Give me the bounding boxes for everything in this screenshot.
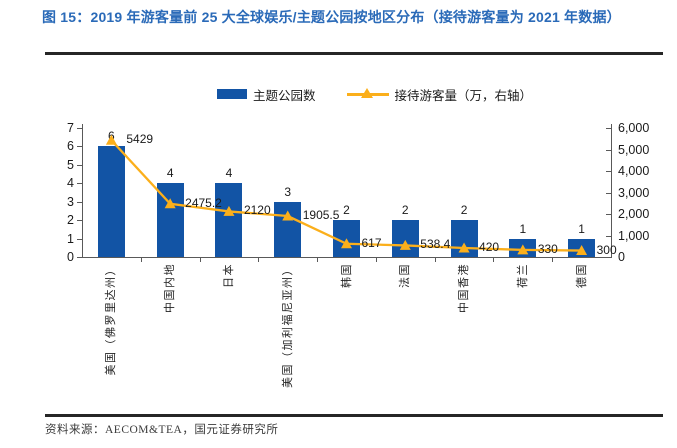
right-axis-tick-label: 3,000 bbox=[618, 185, 650, 200]
right-axis-tick-label: 6,000 bbox=[618, 121, 650, 135]
line-point-label: 330 bbox=[537, 241, 558, 256]
bar bbox=[333, 220, 360, 257]
right-axis-tick bbox=[606, 171, 611, 172]
right-axis-tick bbox=[606, 149, 611, 151]
x-axis-tick bbox=[375, 258, 377, 262]
bar-value-label: 1 bbox=[519, 221, 527, 236]
source-divider-rule bbox=[45, 414, 663, 417]
legend-line-sample bbox=[346, 87, 389, 101]
bar-value-label: 1 bbox=[578, 221, 585, 236]
title-divider-rule bbox=[45, 52, 663, 55]
x-axis-label: 美国（佛罗里达州） bbox=[105, 263, 118, 376]
bar-value-label: 4 bbox=[166, 166, 174, 181]
y-axis-line bbox=[82, 124, 83, 258]
line-point-label: 2120 bbox=[243, 203, 271, 218]
x-axis-tick bbox=[317, 258, 319, 262]
x-axis-label: 法国 bbox=[399, 263, 412, 288]
right-axis-line bbox=[611, 124, 612, 258]
line-point-label: 420 bbox=[479, 239, 500, 254]
right-axis-tick-label: 0 bbox=[618, 250, 625, 264]
bar bbox=[215, 183, 243, 257]
legend-bar-swatch-icon bbox=[217, 89, 247, 99]
right-axis-tick bbox=[606, 128, 611, 129]
x-axis-tick bbox=[552, 258, 554, 262]
right-axis-tick-label: 2,000 bbox=[618, 207, 650, 221]
y-axis-tick bbox=[77, 220, 82, 222]
x-axis-label: 韩国 bbox=[340, 263, 353, 288]
x-axis-tick bbox=[258, 258, 260, 262]
x-axis-label: 德国 bbox=[575, 263, 588, 288]
bar-value-label: 2 bbox=[460, 203, 468, 218]
right-axis-tick bbox=[606, 192, 611, 194]
y-axis-tick-label: 4 bbox=[67, 176, 74, 191]
right-axis-tick bbox=[606, 214, 611, 215]
y-axis-tick bbox=[77, 257, 82, 258]
x-axis-tick bbox=[434, 258, 436, 262]
line-point-label: 2475.2 bbox=[185, 195, 222, 210]
y-axis-tick-label: 2 bbox=[67, 213, 74, 228]
bar bbox=[97, 146, 125, 257]
bar bbox=[509, 238, 537, 257]
x-axis-tick bbox=[493, 258, 495, 262]
bar-value-label: 4 bbox=[225, 166, 233, 181]
x-axis-label: 美国（加利福尼亚州） bbox=[281, 263, 294, 388]
right-axis-tick-label: 5,000 bbox=[618, 142, 650, 157]
right-axis-tick-label: 1,000 bbox=[618, 228, 650, 243]
line-point-label: 300 bbox=[596, 242, 617, 257]
y-axis-tick-label: 5 bbox=[67, 157, 74, 172]
y-axis-tick bbox=[77, 183, 82, 185]
line-point-label: 617 bbox=[361, 235, 382, 250]
bar bbox=[568, 238, 596, 257]
line-point-label: 1905.5 bbox=[302, 208, 340, 223]
y-axis-tick bbox=[77, 201, 82, 203]
x-axis-tick bbox=[199, 258, 201, 262]
y-axis-tick bbox=[77, 146, 82, 148]
y-axis-tick-label: 7 bbox=[67, 121, 74, 135]
x-axis-label: 荷兰 bbox=[516, 263, 529, 288]
bar bbox=[156, 183, 184, 257]
line-point-label: 538.4 bbox=[420, 237, 451, 252]
chart-legend: 主题公园数 接待游客量（万，右轴） bbox=[217, 85, 532, 103]
x-axis-label: 中国香港 bbox=[458, 263, 471, 313]
y-axis-tick-label: 3 bbox=[67, 194, 74, 209]
x-axis-line bbox=[82, 257, 612, 258]
source-note: 资料来源：AECOM&TEA，国元证券研究所 bbox=[45, 424, 279, 436]
line-point-label: 5429 bbox=[126, 132, 154, 147]
y-axis-tick bbox=[77, 238, 82, 240]
y-axis-tick bbox=[77, 164, 82, 166]
bar-value-label: 3 bbox=[284, 184, 292, 199]
x-axis-tick bbox=[140, 258, 142, 262]
y-axis-tick-label: 0 bbox=[67, 250, 74, 264]
y-axis-tick bbox=[77, 128, 82, 129]
y-axis-tick-label: 1 bbox=[67, 231, 74, 246]
x-axis-label: 日本 bbox=[222, 263, 235, 288]
right-axis-tick bbox=[606, 257, 611, 258]
legend-bar-label: 主题公园数 bbox=[253, 88, 316, 103]
bar bbox=[391, 220, 419, 257]
right-axis-tick-label: 4,000 bbox=[618, 164, 650, 178]
bar bbox=[274, 201, 302, 257]
bar-value-label: 2 bbox=[401, 203, 409, 218]
figure-title: 图 15：2019 年游客量前 25 大全球娱乐/主题公园按地区分布（接待游客量… bbox=[42, 9, 621, 25]
legend-triangle-marker-icon bbox=[360, 88, 373, 98]
y-axis-tick-label: 6 bbox=[67, 139, 74, 154]
x-axis-label: 中国内地 bbox=[164, 263, 177, 313]
bar bbox=[450, 220, 478, 257]
right-axis-tick bbox=[606, 235, 611, 237]
bar-value-label: 6 bbox=[108, 129, 115, 144]
legend-line-label: 接待游客量（万，右轴） bbox=[394, 88, 533, 103]
